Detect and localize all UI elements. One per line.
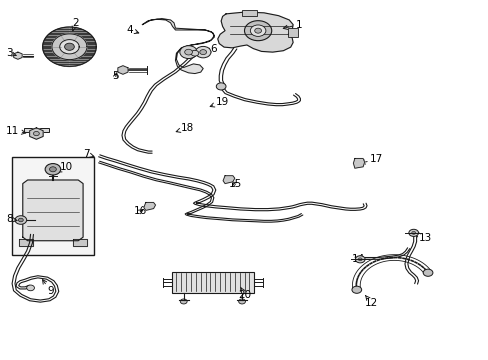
Text: 11: 11: [6, 126, 26, 136]
Circle shape: [238, 299, 245, 304]
Circle shape: [15, 216, 27, 224]
Text: 17: 17: [360, 154, 383, 164]
Polygon shape: [60, 40, 79, 54]
Polygon shape: [14, 52, 22, 59]
Polygon shape: [353, 158, 364, 168]
Circle shape: [49, 167, 56, 172]
Text: 15: 15: [228, 179, 242, 189]
Circle shape: [351, 286, 361, 293]
Text: 5: 5: [112, 71, 119, 81]
Polygon shape: [52, 34, 87, 60]
Text: 3: 3: [6, 48, 16, 58]
Circle shape: [411, 231, 415, 234]
Text: 4: 4: [126, 25, 139, 35]
Circle shape: [191, 50, 199, 56]
Circle shape: [216, 83, 225, 90]
Polygon shape: [143, 203, 155, 210]
Bar: [12, 157, 94, 255]
Circle shape: [195, 46, 210, 58]
Circle shape: [19, 218, 23, 222]
Text: 10: 10: [57, 162, 73, 172]
Circle shape: [358, 258, 362, 261]
Circle shape: [184, 49, 192, 55]
Polygon shape: [42, 27, 96, 66]
Polygon shape: [223, 176, 234, 184]
Circle shape: [200, 50, 206, 55]
Text: 6: 6: [206, 44, 217, 54]
Text: 8: 8: [6, 214, 17, 224]
Polygon shape: [30, 128, 43, 139]
Circle shape: [250, 25, 265, 36]
Text: 16: 16: [133, 206, 146, 216]
Circle shape: [355, 256, 365, 263]
Circle shape: [180, 46, 197, 59]
Bar: [242, 10, 256, 16]
Polygon shape: [73, 239, 87, 246]
Polygon shape: [118, 66, 128, 74]
Text: 14: 14: [351, 254, 364, 264]
Circle shape: [33, 131, 39, 136]
Circle shape: [27, 285, 34, 291]
Bar: [171, 272, 254, 293]
Polygon shape: [19, 239, 32, 246]
Circle shape: [180, 299, 187, 304]
Polygon shape: [142, 18, 214, 73]
Text: 2: 2: [72, 18, 79, 31]
Text: 18: 18: [176, 123, 193, 133]
Bar: [24, 128, 48, 132]
Text: 1: 1: [283, 19, 302, 30]
Text: 12: 12: [365, 296, 378, 308]
Circle shape: [45, 163, 61, 175]
Text: 19: 19: [210, 97, 228, 107]
Text: 7: 7: [83, 149, 94, 159]
Circle shape: [408, 229, 418, 237]
Text: 13: 13: [414, 233, 431, 243]
Circle shape: [64, 43, 74, 50]
Circle shape: [422, 269, 432, 276]
Polygon shape: [217, 12, 292, 52]
Circle shape: [244, 21, 271, 41]
Bar: [287, 28, 297, 37]
Circle shape: [254, 28, 261, 33]
Text: 20: 20: [238, 287, 251, 300]
Polygon shape: [23, 180, 83, 241]
Text: 9: 9: [42, 280, 54, 296]
